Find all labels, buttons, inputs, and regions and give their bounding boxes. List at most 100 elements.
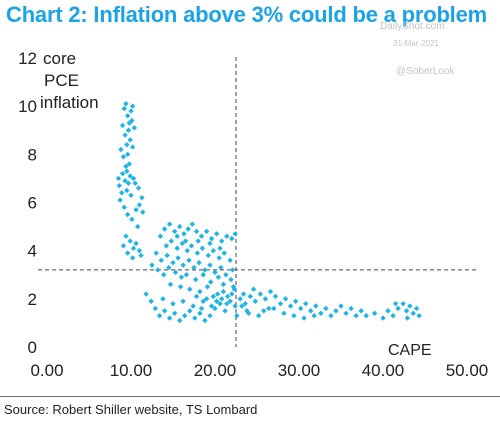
data-point — [271, 305, 277, 312]
data-point — [136, 247, 143, 254]
data-point — [404, 315, 411, 321]
data-point — [216, 255, 222, 261]
data-point — [244, 308, 250, 314]
data-point — [220, 281, 227, 288]
data-point — [303, 300, 309, 307]
data-point — [170, 260, 176, 266]
data-point — [143, 291, 149, 297]
data-point — [129, 255, 136, 261]
data-point — [182, 312, 188, 319]
data-point — [400, 300, 406, 307]
data-point — [119, 170, 126, 177]
data-point — [122, 132, 128, 138]
data-point — [323, 305, 329, 312]
data-point — [218, 264, 224, 271]
data-point — [203, 296, 210, 302]
data-point — [168, 238, 175, 244]
data-point — [200, 298, 206, 304]
data-point — [200, 272, 206, 278]
scatter-plot: 0 2 4 6 8 10 12 0.00 10.00 20.00 30.00 40.00 50.00 co… — [18, 49, 488, 380]
data-point — [194, 250, 201, 256]
data-point — [202, 317, 208, 324]
data-point — [171, 310, 178, 316]
data-point — [204, 284, 211, 290]
data-point — [242, 300, 248, 307]
data-point — [221, 250, 227, 256]
data-point — [116, 182, 122, 189]
data-point — [164, 252, 170, 259]
data-point — [358, 308, 364, 314]
data-point — [167, 281, 174, 288]
data-point — [127, 238, 133, 244]
data-point — [301, 315, 307, 321]
data-point — [185, 226, 191, 232]
data-point — [124, 168, 130, 174]
x-tick-label: 40.00 — [362, 361, 405, 380]
data-point — [133, 207, 139, 213]
data-point — [189, 221, 196, 227]
data-point — [184, 247, 190, 254]
source-note: Source: Robert Shiller website, TS Lomba… — [4, 402, 258, 417]
data-point — [213, 298, 220, 304]
data-point — [281, 310, 287, 316]
data-point — [217, 300, 223, 307]
data-point — [157, 233, 164, 239]
data-point — [115, 175, 122, 182]
data-point — [385, 308, 391, 314]
data-point — [240, 291, 247, 297]
data-point — [308, 308, 314, 314]
data-point — [223, 272, 229, 278]
data-point — [222, 308, 228, 314]
y-axis-label: inflation — [40, 93, 99, 112]
data-point — [191, 264, 197, 271]
data-point — [210, 293, 217, 300]
y-axis-label: core — [43, 49, 76, 68]
data-point — [163, 243, 169, 249]
data-point — [228, 276, 234, 283]
data-point — [234, 312, 240, 319]
data-point — [207, 312, 213, 319]
data-point — [129, 117, 135, 124]
data-point — [140, 209, 146, 215]
data-point — [416, 312, 422, 319]
data-point — [124, 142, 130, 148]
watermark-date: 31-Mar-2021 — [393, 39, 439, 48]
data-point — [207, 240, 213, 247]
data-point — [196, 260, 202, 266]
y-tick-label: 6 — [28, 194, 37, 213]
data-point — [149, 262, 155, 268]
data-point — [130, 245, 137, 251]
chart-title: Chart 2: Inflation above 3% could be a p… — [6, 2, 487, 27]
data-point — [213, 231, 220, 237]
data-point — [177, 284, 184, 290]
data-point — [255, 312, 262, 319]
data-point — [160, 296, 166, 302]
data-point — [392, 300, 399, 307]
data-point — [128, 108, 134, 114]
data-point — [208, 279, 214, 285]
data-point — [129, 216, 135, 223]
data-point — [311, 312, 317, 319]
x-tick-label: 20.00 — [194, 361, 237, 380]
data-point — [171, 228, 178, 235]
data-point — [343, 310, 349, 316]
data-point — [371, 310, 378, 316]
data-point — [219, 238, 225, 244]
data-point — [266, 305, 272, 312]
data-point — [174, 233, 180, 239]
y-tick-label: 2 — [28, 290, 37, 309]
data-point — [403, 308, 410, 314]
data-point — [353, 312, 359, 319]
y-tick-label: 8 — [28, 145, 37, 164]
data-point — [267, 288, 274, 295]
data-point — [197, 288, 203, 295]
data-point — [166, 315, 173, 321]
data-point — [170, 300, 176, 307]
data-point — [177, 223, 183, 230]
data-point — [123, 163, 129, 170]
data-point — [193, 293, 200, 300]
data-point — [155, 267, 161, 273]
data-point — [257, 291, 264, 297]
data-point — [195, 238, 201, 244]
data-point — [215, 274, 222, 280]
